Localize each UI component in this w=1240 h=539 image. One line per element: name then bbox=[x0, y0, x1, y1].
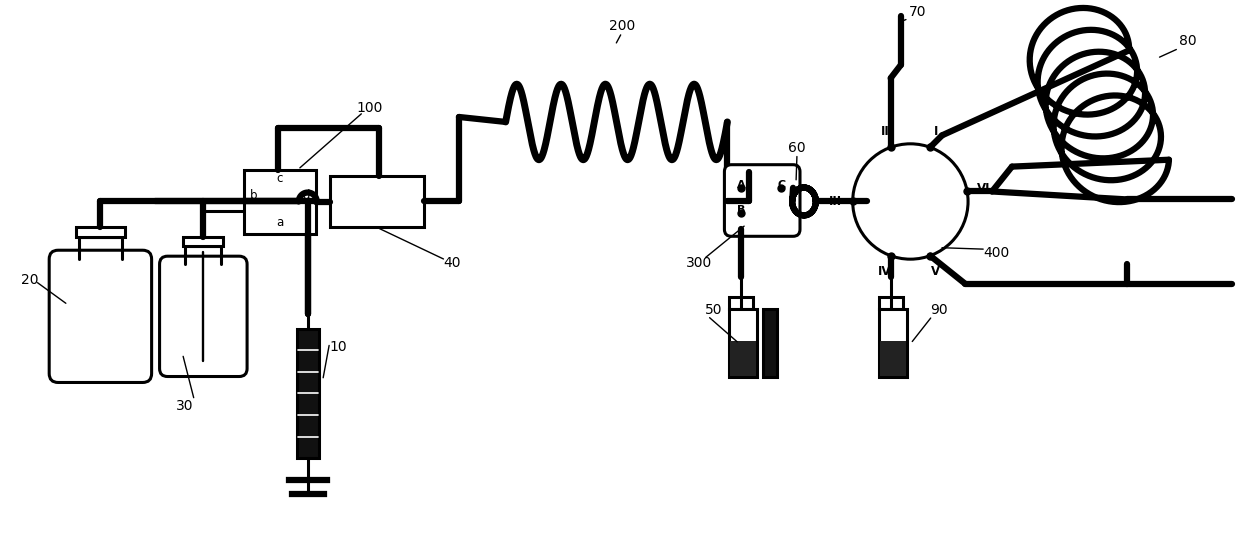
Bar bbox=[330, 176, 424, 227]
Text: 10: 10 bbox=[330, 340, 347, 354]
Text: VI: VI bbox=[977, 182, 991, 195]
Bar bbox=[244, 170, 316, 234]
Text: C: C bbox=[777, 180, 785, 190]
Text: 40: 40 bbox=[443, 256, 460, 270]
Text: 400: 400 bbox=[983, 246, 1009, 260]
Text: 80: 80 bbox=[1179, 34, 1197, 49]
Text: 50: 50 bbox=[704, 303, 722, 317]
Bar bbox=[879, 309, 906, 377]
Text: B: B bbox=[737, 205, 745, 215]
FancyBboxPatch shape bbox=[724, 165, 800, 236]
Bar bbox=[296, 329, 319, 458]
Bar bbox=[763, 309, 777, 377]
Bar bbox=[77, 227, 124, 237]
Text: II: II bbox=[880, 125, 889, 138]
Bar bbox=[184, 237, 223, 246]
Text: 200: 200 bbox=[609, 19, 635, 33]
Text: 300: 300 bbox=[687, 256, 713, 270]
FancyBboxPatch shape bbox=[50, 250, 151, 383]
Text: 70: 70 bbox=[909, 4, 926, 18]
Text: A: A bbox=[737, 180, 745, 190]
Bar bbox=[729, 309, 758, 377]
Text: 30: 30 bbox=[176, 399, 193, 413]
Text: 90: 90 bbox=[930, 303, 949, 317]
Bar bbox=[879, 341, 905, 376]
Bar bbox=[730, 341, 756, 376]
Text: 60: 60 bbox=[789, 141, 806, 155]
Text: c: c bbox=[277, 171, 283, 184]
Text: a: a bbox=[277, 216, 284, 230]
Bar bbox=[879, 297, 903, 309]
Text: 100: 100 bbox=[356, 101, 383, 115]
Text: III: III bbox=[830, 195, 842, 208]
Text: 20: 20 bbox=[21, 273, 38, 287]
Bar bbox=[729, 297, 753, 309]
Text: b: b bbox=[250, 189, 258, 202]
Text: V: V bbox=[931, 265, 940, 278]
Text: I: I bbox=[934, 125, 939, 138]
Text: IV: IV bbox=[878, 265, 892, 278]
FancyBboxPatch shape bbox=[160, 256, 247, 377]
Text: d: d bbox=[303, 189, 310, 202]
